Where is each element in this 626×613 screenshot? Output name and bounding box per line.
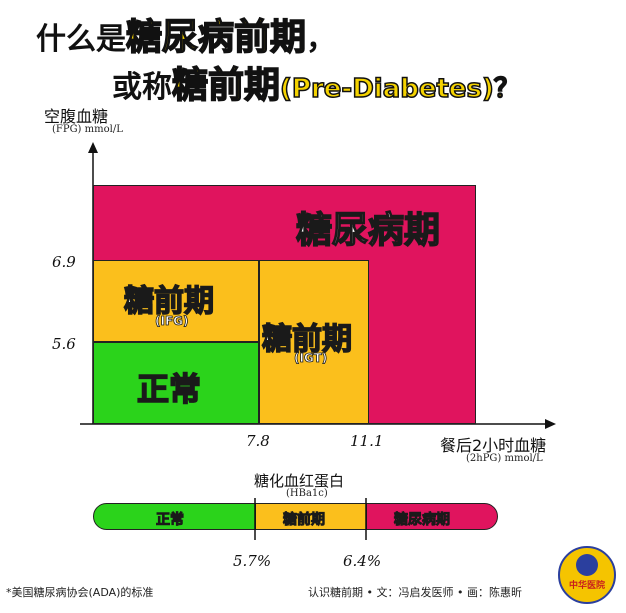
hba1c-subtitle: (HBa1c) (286, 488, 328, 499)
y-tick-5-6: 5.6 (52, 335, 76, 353)
diabetes-label: 糖尿病期 (295, 209, 441, 252)
hba1c-threshold-6-4: 6.4% (343, 552, 382, 570)
ifg-sublabel: (IFG) (155, 314, 189, 329)
ifg-region (93, 260, 259, 342)
title-highlight-2: 糖前期 (171, 64, 281, 107)
hba1c-title: 糖化血红蛋白 (254, 472, 345, 490)
y-tick-6-9: 6.9 (52, 253, 76, 271)
normal-label: 正常 (136, 369, 202, 409)
title-line-1: 什么是糖尿病前期， (36, 8, 336, 60)
title-prefix-1: 什么是 (36, 22, 126, 57)
hba1c-threshold-5-7: 5.7% (233, 552, 272, 570)
normal-region (93, 342, 259, 424)
title-prefix-2: 或称 (112, 70, 172, 105)
x-axis-title: 餐后2小时血糖 (440, 436, 547, 455)
title-suffix-2: (Pre-Diabetes)？ (279, 73, 520, 105)
hba1c-pre-bar (255, 503, 367, 530)
x-tick-7-8: 7.8 (246, 432, 270, 450)
igt-region (259, 260, 369, 424)
title-highlight-1: 糖尿病前期 (125, 16, 307, 59)
hba1c-diabetes-label: 糖尿病期 (394, 512, 451, 529)
footer-note: *美国糖尿病协会(ADA)的标准 (6, 586, 154, 599)
title-line-2: 或称糖前期(Pre-Diabetes)？ (112, 56, 521, 108)
igt-label: 糖前期 (261, 321, 353, 358)
igt-sublabel: (IGT) (294, 351, 328, 366)
hospital-logo: 中华医院 (558, 546, 616, 604)
hba1c-pre-label: 糖前期 (283, 512, 326, 529)
ifg-label: 糖前期 (123, 283, 215, 320)
footer-credit: 认识糖前期 • 文：冯启发医师 • 画：陈惠昕 (308, 586, 522, 599)
x-axis-unit: (2hPG) mmol/L (466, 453, 543, 464)
title-suffix-1: ， (306, 22, 337, 57)
logo-emblem (576, 554, 598, 576)
y-axis-unit: (FPG) mmol/L (52, 124, 123, 135)
logo-text: 中华医院 (568, 581, 605, 591)
y-axis-title: 空腹血糖 (44, 107, 109, 126)
hba1c-diabetes-bar (366, 503, 498, 530)
hba1c-normal-bar (93, 503, 256, 530)
hba1c-normal-label: 正常 (156, 512, 185, 529)
x-tick-11-1: 11.1 (350, 432, 384, 450)
